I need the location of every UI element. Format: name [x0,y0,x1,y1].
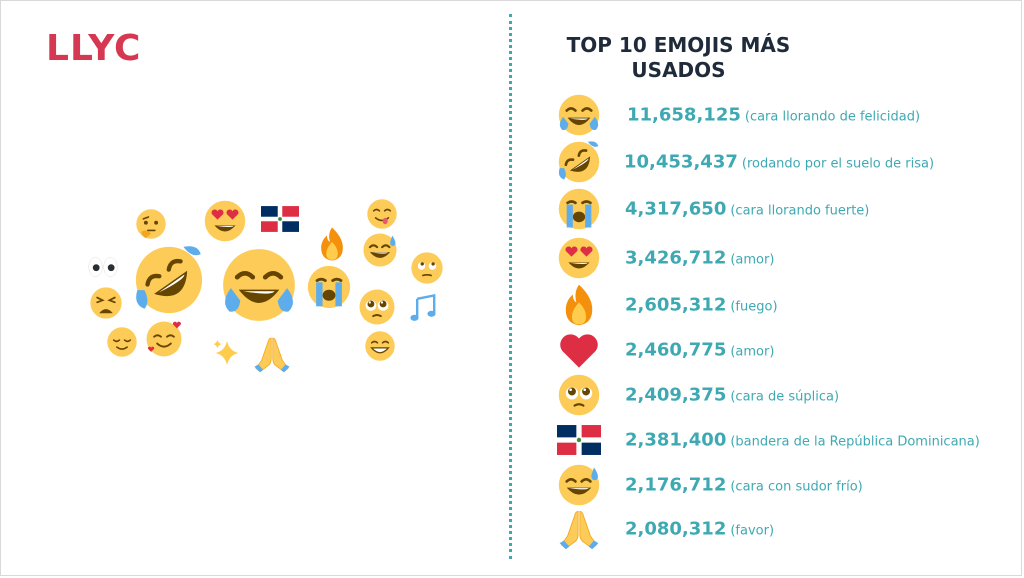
ranking-row: 2,381,400 (bandera de la República Domini… [553,418,1013,462]
ranking-label: (cara llorando fuerte) [730,203,870,219]
dotted-divider [509,14,512,559]
smiling-face-with-heart-eyes-icon [203,199,247,248]
face-with-tears-of-joy-icon [220,246,298,329]
ranking-row: 10,453,437 (rodando por el suelo de risa) [553,140,1013,184]
ranking-text: 2,080,312 (favor) [625,519,774,540]
ranking-value: 3,426,712 [625,247,727,269]
musical-notes-icon [407,292,441,331]
ranking-label: (rodando por el suelo de risa) [741,156,935,172]
ranking-value: 4,317,650 [625,198,727,220]
ranking-value: 2,080,312 [625,518,727,540]
weary-face-icon [89,286,123,325]
fire-icon [553,283,605,327]
beaming-face-icon [364,330,396,367]
ranking-row: 11,658,125 (cara llorando de felicidad) [553,93,1013,137]
ranking-value: 2,460,775 [625,339,727,361]
ranking-label: (bandera de la República Dominicana) [730,434,980,450]
ranking-text: 10,453,437 (rodando por el suelo de risa) [624,152,934,173]
ranking-label: (amor) [730,252,775,268]
ranking-row: 4,317,650 (cara llorando fuerte) [553,187,1013,231]
ranking-label: (cara de súplica) [730,389,840,405]
smiling-face-with-heart-eyes-icon [553,236,605,280]
rolling-on-the-floor-laughing-icon [553,140,605,184]
ranking-row: 2,605,312 (fuego) [553,283,1013,327]
ranking-text: 2,176,712 (cara con sudor frío) [625,475,863,496]
ranking-value: 2,381,400 [625,429,727,451]
ranking-value: 10,453,437 [624,151,738,173]
smiling-face-with-hearts-icon [145,320,183,363]
grinning-face-with-sweat-icon [362,232,398,273]
ranking-row: 3,426,712 (amor) [553,236,1013,280]
ranking-value: 11,658,125 [627,104,741,126]
rolling-on-the-floor-laughing-icon [133,244,205,321]
loudly-crying-face-icon [553,187,605,231]
ranking-label: (favor) [730,523,775,539]
llyc-logo: LLYC [46,28,142,69]
ranking-value: 2,176,712 [625,474,727,496]
ranking-text: 3,426,712 (amor) [625,248,774,269]
ranking-row: 2,080,312 (favor) [553,507,1013,551]
dominican-republic-flag-icon [261,200,299,243]
ranking-row: 2,176,712 (cara con sudor frío) [553,463,1013,507]
chart-title: TOP 10 EMOJIS MÁS USADOS [556,33,801,83]
fire-icon [314,226,350,267]
ranking-row: 2,460,775 (amor) [553,328,1013,372]
ranking-label: (amor) [730,344,775,360]
pleading-face-icon [553,373,605,417]
ranking-value: 2,605,312 [625,294,727,316]
face-with-tears-of-joy-icon [553,93,605,137]
ranking-text: 2,605,312 (fuego) [625,295,778,316]
pleading-face-icon [358,288,396,331]
folded-hands-icon [252,334,292,379]
sparkles-icon [210,338,244,377]
red-heart-icon [553,328,605,372]
ranking-label: (cara llorando de felicidad) [744,109,921,125]
ranking-label: (cara con sudor frío) [730,479,863,495]
chart-title-line-2: USADOS [631,58,726,82]
loudly-crying-face-icon [306,264,352,315]
ranking-text: 2,460,775 (amor) [625,340,774,361]
ranking-label: (fuego) [730,299,778,315]
ranking-text: 4,317,650 (cara llorando fuerte) [625,199,869,220]
ranking-text: 2,381,400 (bandera de la República Domini… [625,430,980,451]
grinning-face-with-sweat-icon [553,463,605,507]
relieved-face-icon [106,326,138,363]
face-savoring-icon [366,198,398,235]
ranking-row: 2,409,375 (cara de súplica) [553,373,1013,417]
dominican-republic-flag-icon [553,418,605,462]
eyes-icon [86,250,120,289]
ranking-text: 2,409,375 (cara de súplica) [625,385,839,406]
ranking-text: 11,658,125 (cara llorando de felicidad) [627,105,920,126]
face-with-rolling-eyes-icon [410,251,444,290]
folded-hands-icon [553,507,605,551]
ranking-value: 2,409,375 [625,384,727,406]
thinking-face-icon [135,208,167,245]
chart-title-line-1: TOP 10 EMOJIS MÁS [566,33,791,57]
